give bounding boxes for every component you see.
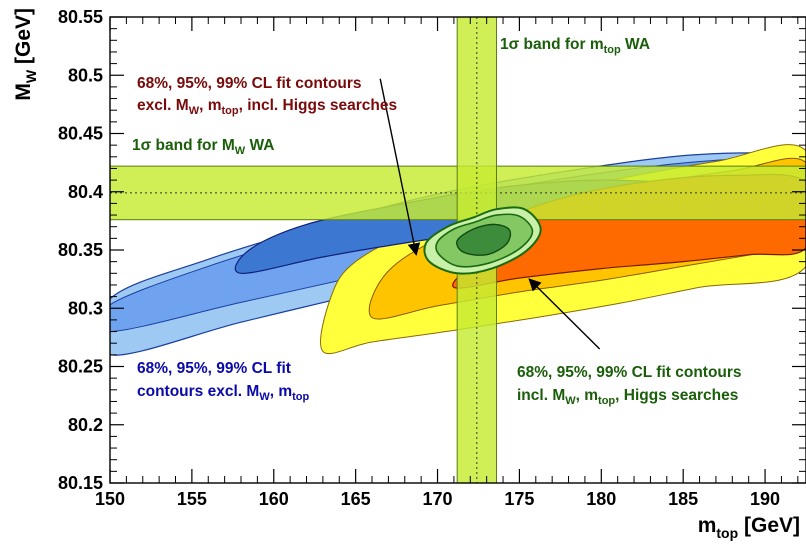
x-tick-label: 175 [504, 489, 534, 509]
annotation-arrow-1 [379, 78, 421, 256]
x-tick-label: 160 [259, 489, 289, 509]
x-tick-label: 190 [750, 489, 780, 509]
x-tick-label: 150 [95, 489, 125, 509]
annotations: 1σ band for mtop WA 1σ band for MW WA 68… [12, 8, 800, 541]
annotation-red-line2: excl. MW, mtop, incl. Higgs searches [137, 97, 397, 117]
x-tick-label: 155 [177, 489, 207, 509]
x-tick-label: 180 [586, 489, 616, 509]
x-tick-label: 170 [423, 489, 453, 509]
contour-green-68 [456, 223, 512, 256]
x-tick-label: 165 [341, 489, 371, 509]
annotation-arrow-2 [528, 278, 601, 350]
annotation-green-line2: incl. MW, mtop, Higgs searches [517, 387, 738, 407]
y-tick-label: 80.2 [68, 415, 103, 435]
x-tick-label: 185 [668, 489, 698, 509]
y-tick-label: 80.3 [68, 298, 103, 318]
y-tick-label: 80.35 [58, 240, 103, 260]
band-label-mtop: 1σ band for mtop WA [500, 36, 650, 56]
plot-area [110, 17, 806, 483]
x-axis-title: mtop [GeV] [698, 514, 800, 541]
y-tick-label: 80.4 [68, 182, 103, 202]
y-tick-label: 80.55 [58, 7, 103, 27]
axes: 150 155 160 165 170 175 180 185 190 80.15 80.2 80.2… [58, 7, 806, 509]
annotation-green-line1: 68%, 95%, 99% CL fit contours [517, 364, 742, 381]
y-tick-label: 80.25 [58, 357, 103, 377]
y-tick-label: 80.45 [58, 124, 103, 144]
annotation-blue-line2: contours excl. MW, mtop [137, 383, 309, 403]
y-axis-title: MW [GeV] [12, 8, 39, 101]
band-label-mw: 1σ band for MW WA [132, 137, 274, 157]
annotation-blue-line1: 68%, 95%, 99% CL fit [137, 360, 291, 377]
y-tick-label: 80.5 [68, 65, 103, 85]
y-tick-label: 80.15 [58, 473, 103, 493]
annotation-red-line1: 68%, 95%, 99% CL fit contours [137, 75, 362, 92]
